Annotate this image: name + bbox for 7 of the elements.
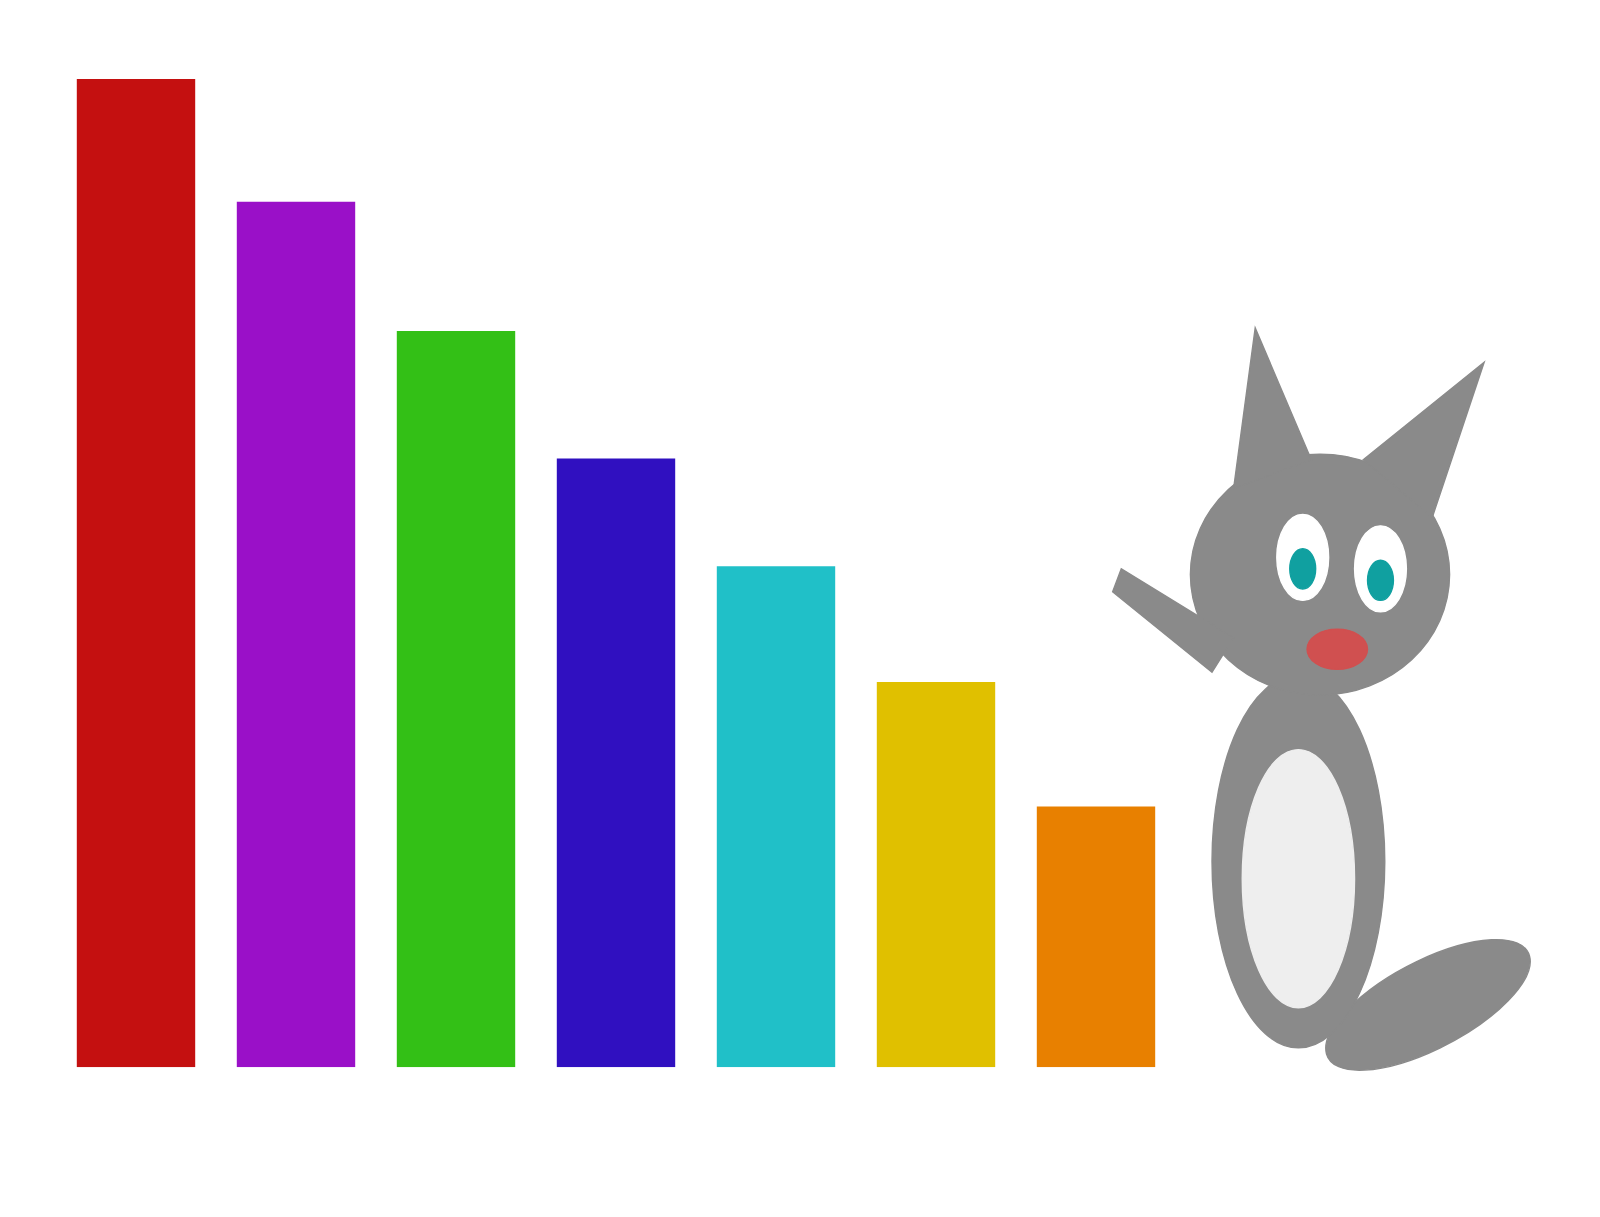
- bar: [876, 681, 996, 1068]
- bar: [716, 566, 836, 1068]
- bar: [236, 201, 356, 1068]
- bar: [396, 331, 516, 1068]
- bar: [1036, 806, 1156, 1068]
- bar: [556, 458, 676, 1068]
- bar: [76, 79, 196, 1068]
